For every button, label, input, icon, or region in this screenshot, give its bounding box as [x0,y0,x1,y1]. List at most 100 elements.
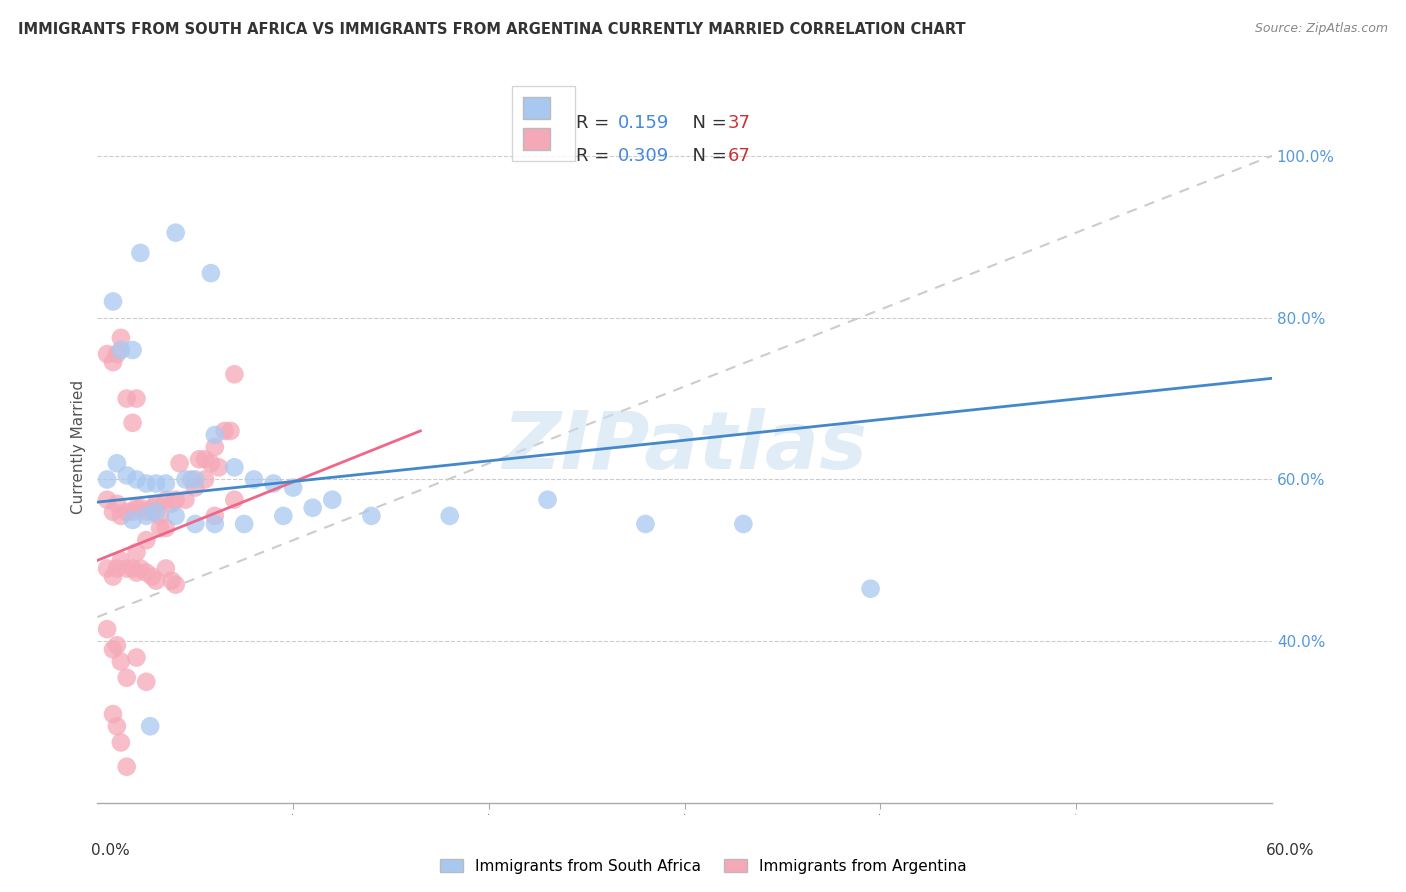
Point [536,492,558,507]
Point [135,505,157,519]
Point [101,355,124,369]
Point [115,561,138,575]
Point [129,246,152,260]
Point [141,569,163,583]
Point [115,760,138,774]
Point [204,516,226,531]
Point [859,582,882,596]
Point [208,460,231,475]
Point [224,492,246,507]
Point [204,508,226,523]
Point [165,508,187,523]
Point [360,508,382,523]
Point [105,719,128,733]
Point [214,424,236,438]
Text: 60.0%: 60.0% [1267,843,1315,858]
Point [96,622,118,636]
Point [160,497,183,511]
Point [188,452,211,467]
Point [125,500,148,515]
Point [180,473,202,487]
Point [145,505,167,519]
Point [149,508,172,523]
Point [121,561,143,575]
Point [174,492,197,507]
Point [121,505,143,519]
Point [96,561,118,575]
Legend: , : , [512,86,575,161]
Text: R =: R = [576,147,614,165]
Point [141,505,163,519]
Point [301,500,323,515]
Point [121,343,143,357]
Text: ZIPatlas: ZIPatlas [502,409,868,486]
Text: IMMIGRANTS FROM SOUTH AFRICA VS IMMIGRANTS FROM ARGENTINA CURRENTLY MARRIED CORR: IMMIGRANTS FROM SOUTH AFRICA VS IMMIGRAN… [18,22,966,37]
Point [110,331,132,345]
Point [135,508,157,523]
Point [160,574,183,588]
Point [115,505,138,519]
Text: 67: 67 [728,147,751,165]
Point [121,513,143,527]
Point [135,533,157,548]
Point [141,500,163,515]
Point [110,508,132,523]
Point [96,492,118,507]
Point [105,638,128,652]
Point [139,719,162,733]
Point [135,674,157,689]
Point [135,566,157,580]
Point [634,516,657,531]
Point [273,508,295,523]
Point [125,473,148,487]
Point [174,473,197,487]
Point [155,561,177,575]
Point [129,561,152,575]
Point [105,347,128,361]
Point [184,481,207,495]
Point [219,424,242,438]
Point [439,508,461,523]
Point [165,226,187,240]
Text: N =: N = [682,147,733,165]
Point [110,343,132,357]
Point [169,456,191,470]
Point [105,497,128,511]
Point [110,655,132,669]
Point [96,347,118,361]
Y-axis label: Currently Married: Currently Married [72,380,86,514]
Point [125,566,148,580]
Point [110,553,132,567]
Point [129,500,152,515]
Point [263,476,285,491]
Text: Source: ZipAtlas.com: Source: ZipAtlas.com [1254,22,1388,36]
Point [101,569,124,583]
Point [165,577,187,591]
Text: 0.0%: 0.0% [91,843,131,858]
Point [105,561,128,575]
Point [321,492,343,507]
Point [125,650,148,665]
Point [115,392,138,406]
Point [115,671,138,685]
Point [733,516,755,531]
Point [110,735,132,749]
Text: R =: R = [576,114,614,132]
Point [224,460,246,475]
Point [281,481,304,495]
Point [96,473,118,487]
Point [184,516,207,531]
Point [200,266,222,280]
Point [200,456,222,470]
Point [165,492,187,507]
Point [101,707,124,722]
Point [125,392,148,406]
Point [145,574,167,588]
Point [121,416,143,430]
Point [101,505,124,519]
Point [135,476,157,491]
Point [194,473,217,487]
Point [155,521,177,535]
Point [105,456,128,470]
Point [224,368,246,382]
